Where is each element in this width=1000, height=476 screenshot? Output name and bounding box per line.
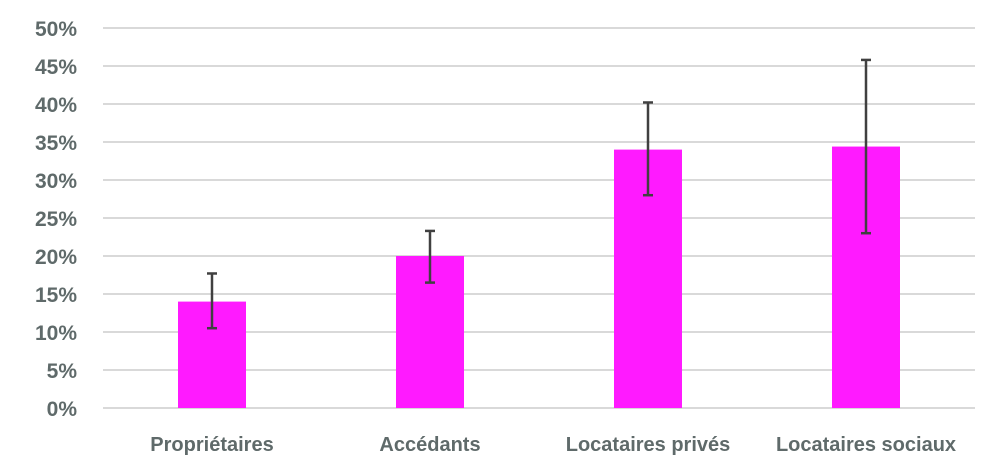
y-tick-label: 40% [35, 94, 77, 117]
error-bar-1 [207, 272, 217, 330]
error-bar-2 [425, 229, 435, 284]
y-tick-label: 50% [35, 18, 77, 41]
x-category-label: Locataires sociaux [776, 434, 956, 456]
error-bar-4 [861, 58, 871, 235]
bars [178, 146, 900, 408]
y-tick-label: 20% [35, 246, 77, 269]
x-axis-category-labels: Propriétaires Accédants Locataires privés L… [150, 434, 956, 456]
x-category-label: Accédants [379, 434, 480, 456]
y-tick-label: 25% [35, 208, 77, 231]
y-tick-label: 0% [47, 398, 78, 421]
x-category-label: Locataires privés [566, 434, 731, 456]
gridlines [103, 27, 975, 409]
y-tick-label: 10% [35, 322, 77, 345]
error-bar-3 [643, 101, 653, 197]
x-category-label: Propriétaires [150, 434, 273, 456]
error-bars [207, 58, 871, 330]
y-tick-label: 5% [47, 360, 78, 383]
y-tick-label: 35% [35, 132, 77, 155]
y-axis-tick-labels: 0% 5% 10% 15% 20% 25% 30% 35% 40% 45% 50% [35, 18, 77, 421]
y-tick-label: 30% [35, 170, 77, 193]
y-tick-label: 15% [35, 284, 77, 307]
y-tick-label: 45% [35, 56, 77, 79]
